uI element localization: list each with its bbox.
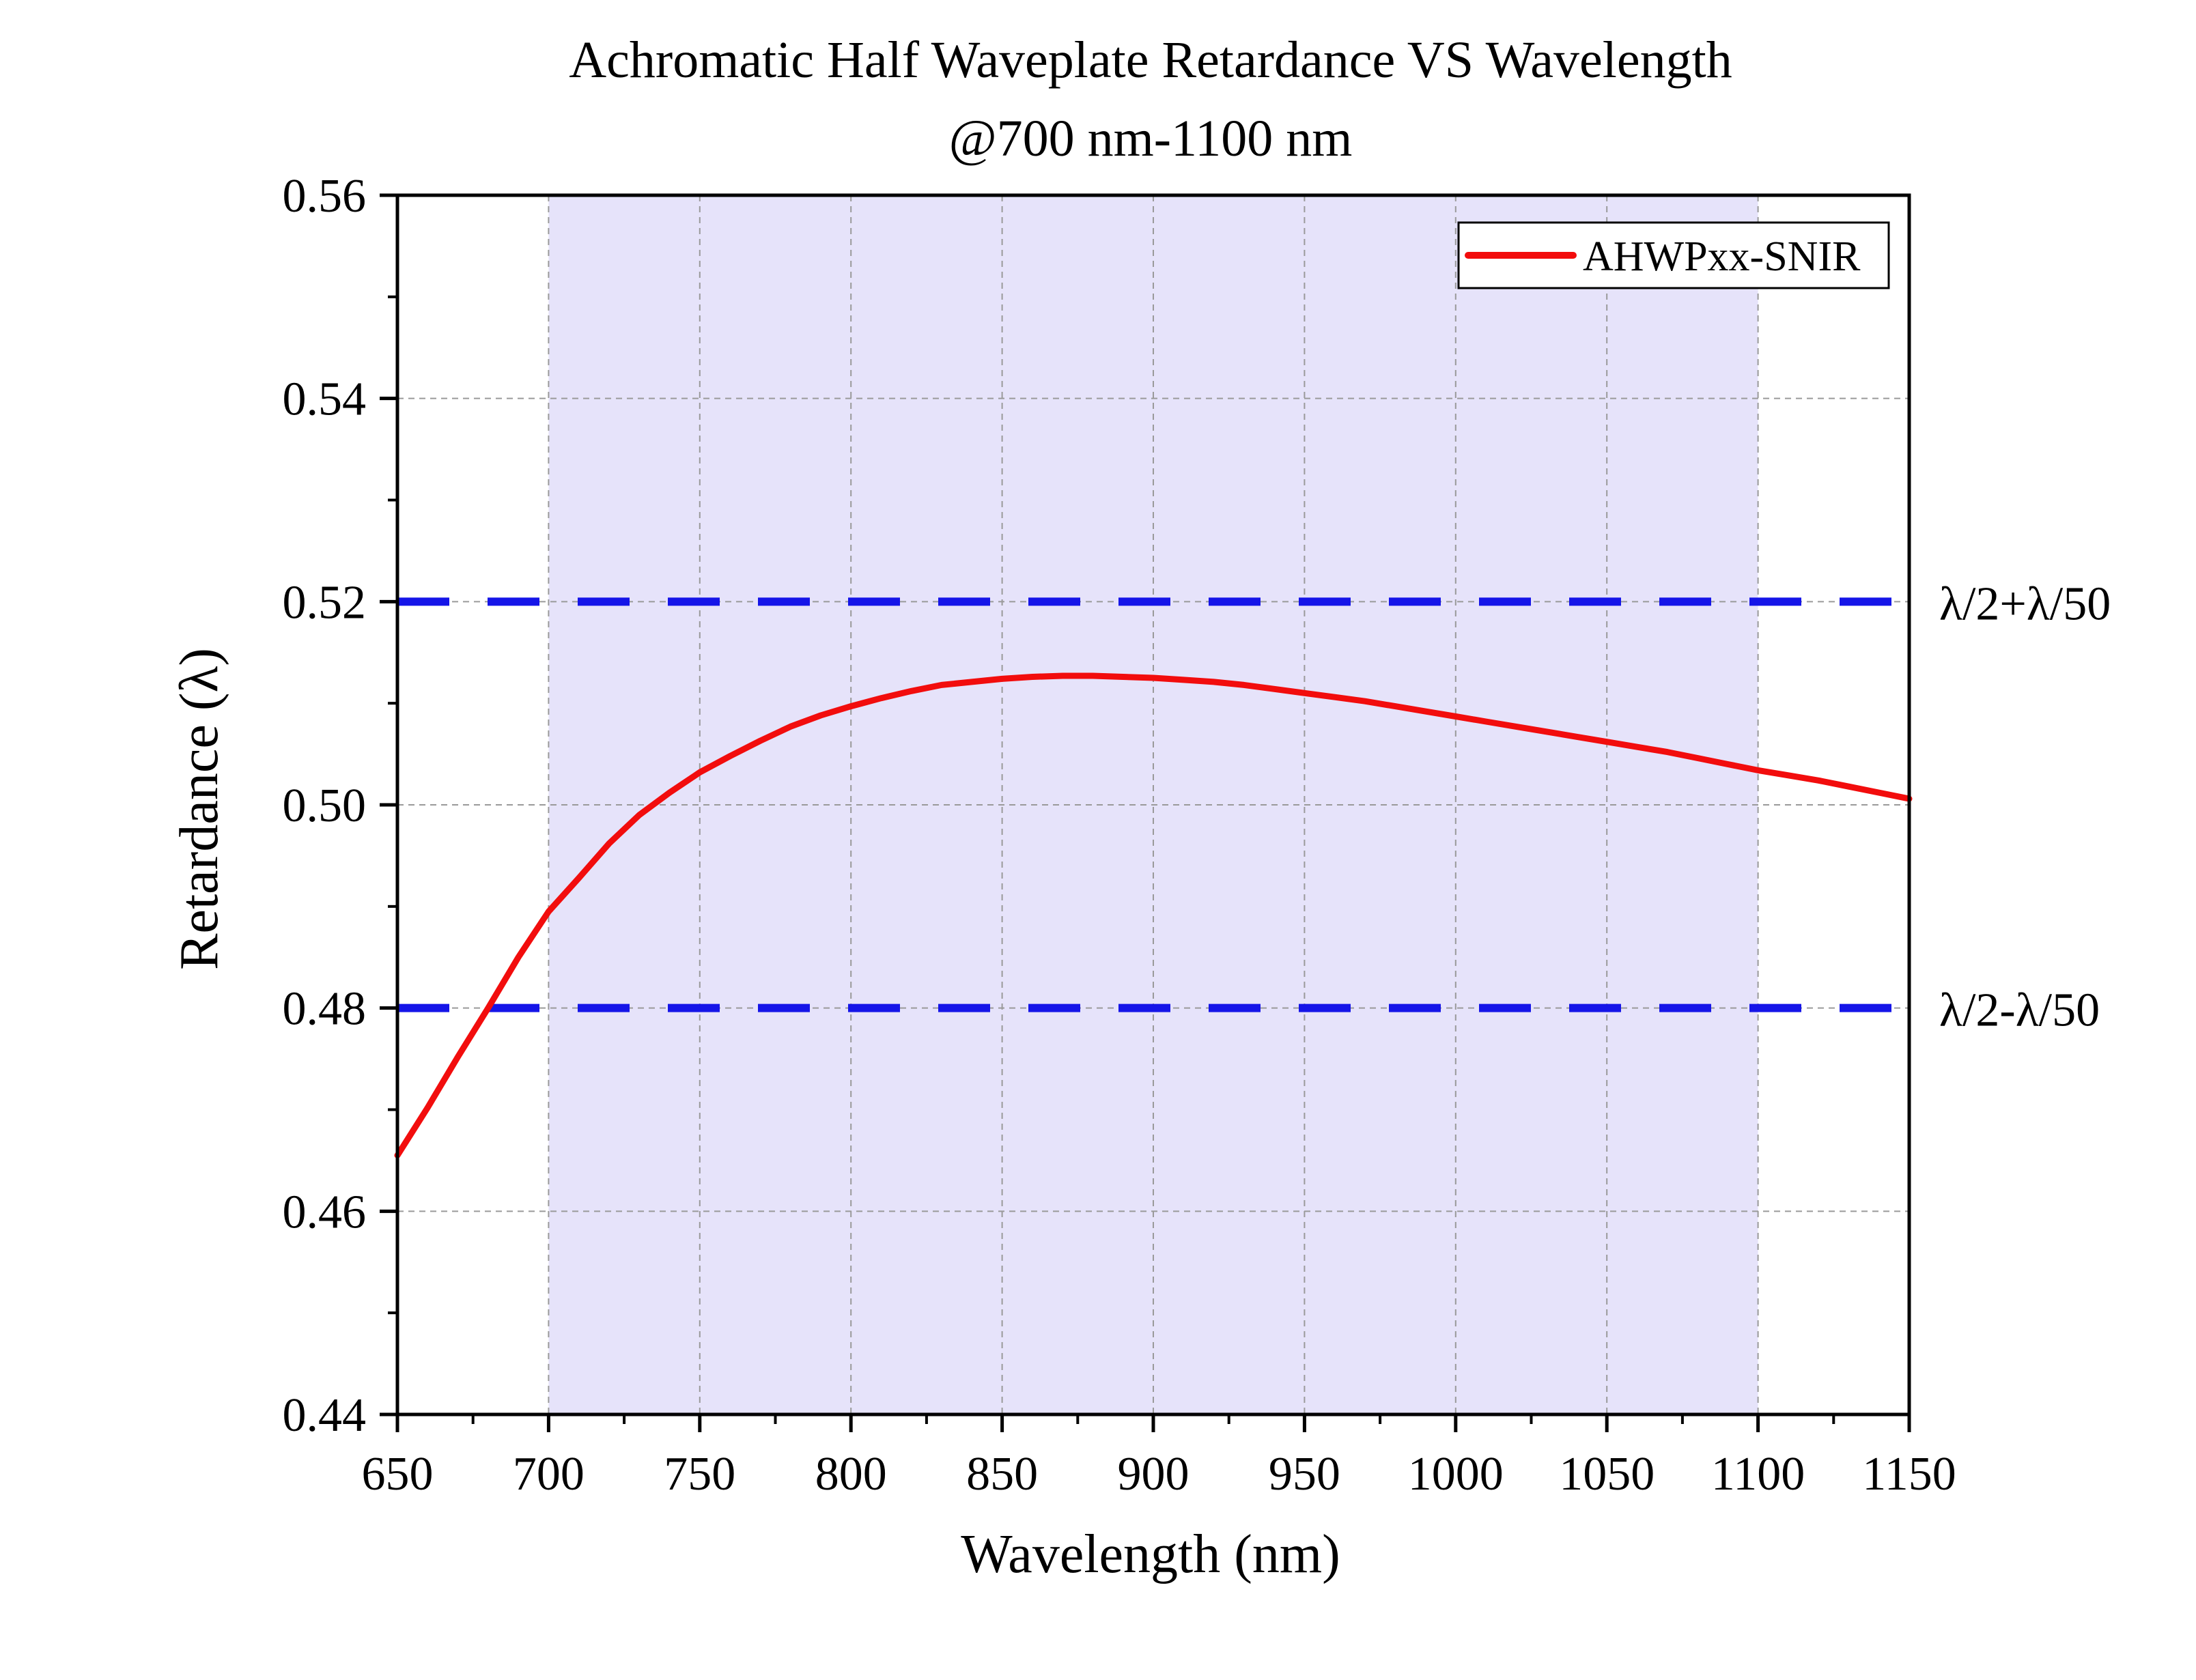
x-tick-label-1150: 1150	[1862, 1448, 1956, 1500]
chart-title-line1: Achromatic Half Waveplate Retardance VS …	[569, 31, 1732, 89]
x-tick-label-700: 700	[513, 1448, 585, 1500]
x-tick-label-800: 800	[815, 1448, 887, 1500]
x-tick-label-1000: 1000	[1408, 1448, 1504, 1500]
y-axis-label: Retardance (λ)	[169, 648, 229, 970]
x-tick-label-850: 850	[966, 1448, 1038, 1500]
reference-line-label-0: λ/2+λ/50	[1939, 578, 2111, 630]
y-tick-label-3: 0.50	[283, 780, 367, 832]
reference-line-label-1: λ/2-λ/50	[1939, 984, 2100, 1037]
y-tick-label-1: 0.46	[283, 1186, 367, 1238]
y-tick-label-5: 0.54	[283, 373, 367, 426]
y-tick-label-0: 0.44	[283, 1389, 367, 1442]
series-line-0	[394, 672, 1913, 1158]
y-tick-label-6: 0.56	[283, 170, 367, 223]
chart-title-line2: @700 nm-1100 nm	[949, 110, 1353, 167]
x-tick-label-750: 750	[664, 1448, 735, 1500]
legend-label-0: AHWPxx-SNIR	[1583, 233, 1861, 280]
x-tick-label-1050: 1050	[1559, 1448, 1655, 1500]
x-tick-label-950: 950	[1269, 1448, 1340, 1500]
x-tick-label-1100: 1100	[1711, 1448, 1805, 1500]
y-tick-label-4: 0.52	[283, 576, 367, 629]
x-tick-label-650: 650	[362, 1448, 434, 1500]
x-tick-label-900: 900	[1118, 1448, 1190, 1500]
x-axis-label: Wavelength (nm)	[961, 1524, 1340, 1584]
y-tick-label-2: 0.48	[283, 983, 367, 1036]
